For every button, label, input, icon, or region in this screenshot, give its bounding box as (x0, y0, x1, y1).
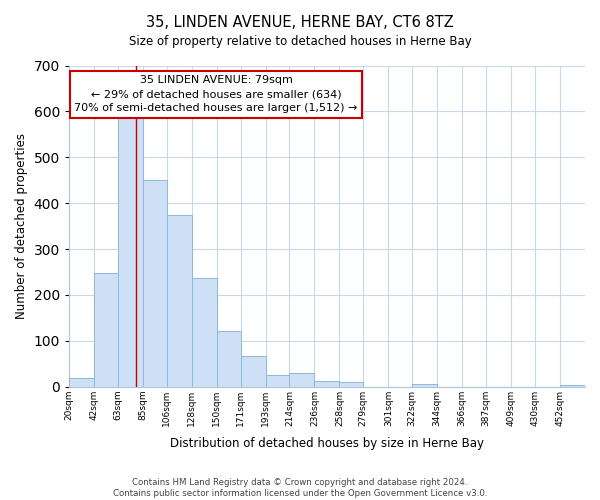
X-axis label: Distribution of detached houses by size in Herne Bay: Distribution of detached houses by size … (170, 437, 484, 450)
Bar (94, 274, 118, 386)
Bar (314, 381, 340, 386)
Bar (217, 330, 241, 386)
Bar (118, 118, 143, 386)
Y-axis label: Number of detached properties: Number of detached properties (15, 133, 28, 319)
Bar (241, 356, 266, 386)
Text: 35, LINDEN AVENUE, HERNE BAY, CT6 8TZ: 35, LINDEN AVENUE, HERNE BAY, CT6 8TZ (146, 15, 454, 30)
Bar (289, 373, 314, 386)
Bar (266, 376, 289, 386)
Bar (412, 384, 437, 386)
Bar (167, 214, 192, 386)
Text: 35 LINDEN AVENUE: 79sqm
← 29% of detached houses are smaller (634)
70% of semi-d: 35 LINDEN AVENUE: 79sqm ← 29% of detache… (74, 75, 358, 113)
Bar (192, 278, 217, 386)
Text: Size of property relative to detached houses in Herne Bay: Size of property relative to detached ho… (128, 35, 472, 48)
Text: Contains HM Land Registry data © Crown copyright and database right 2024.
Contai: Contains HM Land Registry data © Crown c… (113, 478, 487, 498)
Bar (69, 378, 94, 386)
Bar (340, 382, 364, 386)
Bar (143, 180, 167, 386)
